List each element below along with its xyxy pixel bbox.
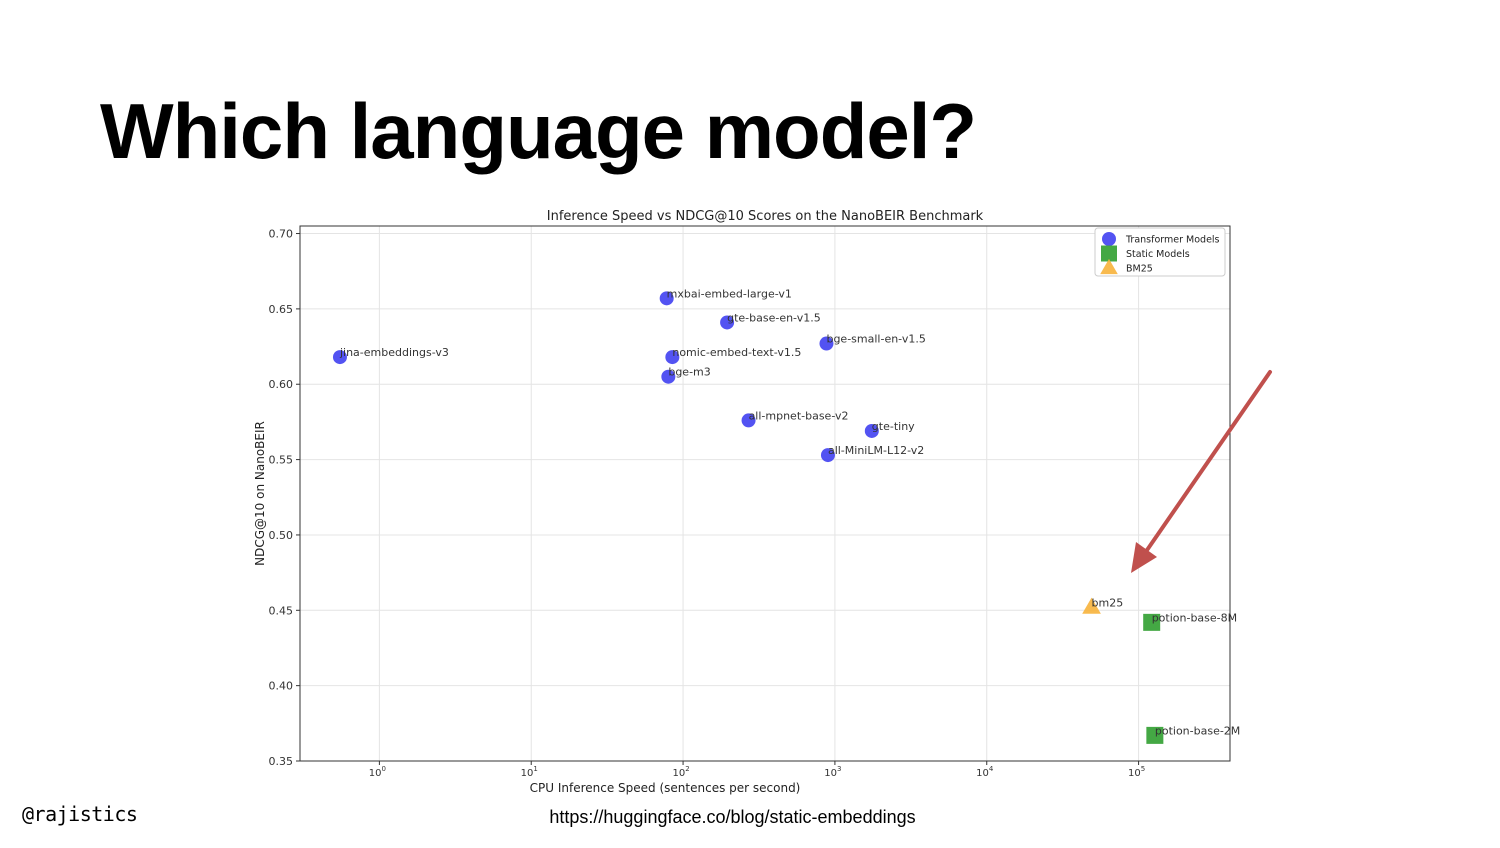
- axes: Inference Speed vs NDCG@10 Scores on the…: [253, 209, 1231, 795]
- y-tick-label: 0.45: [269, 604, 294, 617]
- slide-title: Which language model?: [100, 87, 977, 175]
- x-tick-label: 100: [369, 765, 386, 779]
- circle-point: [659, 291, 674, 306]
- annotation-arrow: [1131, 370, 1272, 573]
- point-label: bge-m3: [668, 366, 710, 379]
- x-tick-label: 102: [672, 765, 689, 779]
- chart-title: Inference Speed vs NDCG@10 Scores on the…: [547, 209, 984, 224]
- source-link[interactable]: https://huggingface.co/blog/static-embed…: [549, 807, 916, 827]
- point-label: nomic-embed-text-v1.5: [672, 346, 801, 359]
- y-tick-label: 0.60: [269, 378, 294, 391]
- legend: Transformer Models Static Models BM25: [1094, 227, 1226, 277]
- legend-entry: BM25: [1126, 264, 1153, 275]
- point-label: mxbai-embed-large-v1: [667, 287, 792, 300]
- arrow-head: [1131, 542, 1157, 573]
- legend-marker: [1102, 232, 1116, 246]
- legend-marker: [1100, 258, 1118, 275]
- point-label: potion-base-8M: [1152, 611, 1237, 624]
- point-label: jina-embeddings-v3: [339, 346, 449, 359]
- point-label: all-MiniLM-L12-v2: [828, 444, 924, 457]
- square-point: [1143, 613, 1161, 631]
- point-label: all-mpnet-base-v2: [749, 409, 849, 422]
- plot-frame: [299, 225, 1231, 762]
- x-tick-label: 105: [1128, 765, 1145, 779]
- y-axis-label: NDCG@10 on NanoBEIR: [253, 421, 267, 566]
- square-point: [1146, 726, 1164, 744]
- legend-box: [1094, 227, 1226, 277]
- circle-point: [819, 336, 834, 351]
- point-label: bm25: [1092, 596, 1124, 609]
- author-handle: @rajistics: [22, 802, 138, 826]
- point-label: bge-small-en-v1.5: [826, 333, 925, 346]
- circle-point: [661, 369, 676, 384]
- circle-point: [332, 350, 347, 365]
- y-tick-label: 0.35: [269, 755, 294, 768]
- circle-point: [720, 315, 735, 330]
- point-label: gte-tiny: [872, 420, 915, 433]
- arrow-shaft: [1143, 370, 1272, 555]
- y-tick-label: 0.50: [269, 529, 294, 542]
- y-tick-label: 0.65: [269, 303, 294, 316]
- y-tick-label: 0.55: [269, 454, 294, 467]
- x-axis-label: CPU Inference Speed (sentences per secon…: [530, 781, 801, 795]
- legend-entry: Static Models: [1126, 249, 1190, 260]
- point-label: potion-base-2M: [1155, 724, 1240, 737]
- y-tick-label: 0.40: [269, 680, 294, 693]
- circle-point: [665, 350, 680, 365]
- x-tick-label: 103: [824, 765, 841, 779]
- triangle-point: [1082, 597, 1101, 614]
- circle-point: [864, 423, 879, 438]
- point-label: gte-base-en-v1.5: [727, 311, 821, 324]
- grid-lines: [300, 226, 1230, 762]
- circle-point: [741, 413, 756, 428]
- x-tick-label: 104: [976, 765, 994, 779]
- circle-point: [820, 448, 835, 463]
- y-tick-label: 0.70: [269, 228, 294, 241]
- data-points: jina-embeddings-v3 mxbai-embed-large-v1 gt…: [332, 287, 1240, 744]
- legend-marker: [1101, 245, 1117, 262]
- legend-entry: Transformer Models: [1125, 235, 1220, 246]
- x-tick-label: 101: [521, 765, 538, 779]
